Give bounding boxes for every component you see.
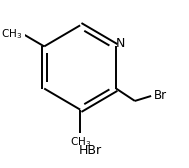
Text: Br: Br — [154, 89, 167, 102]
Text: N: N — [115, 37, 125, 50]
Text: CH$_3$: CH$_3$ — [70, 135, 91, 149]
Text: CH$_3$: CH$_3$ — [1, 27, 22, 40]
Text: HBr: HBr — [78, 144, 101, 157]
